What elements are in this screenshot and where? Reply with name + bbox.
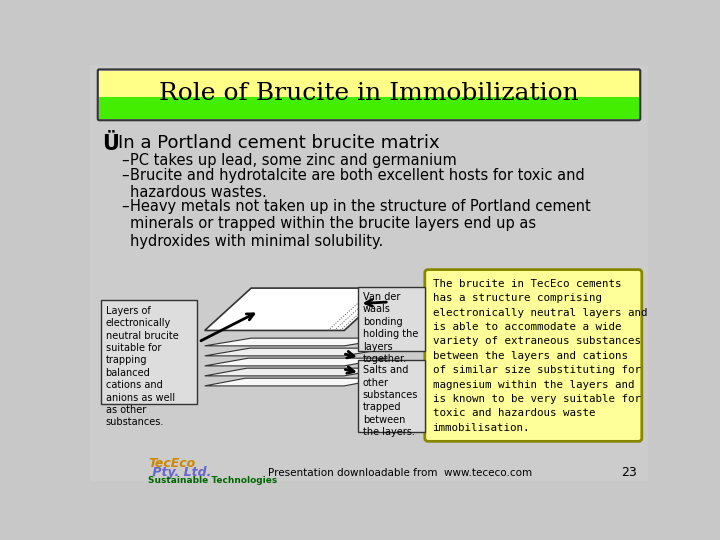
Text: Brucite and hydrotalcite are both excellent hosts for toxic and
hazardous wastes: Brucite and hydrotalcite are both excell…	[130, 168, 585, 200]
Text: Presentation downloadable from  www.tececo.com: Presentation downloadable from www.tecec…	[269, 468, 532, 478]
Text: TecEco: TecEco	[148, 457, 195, 470]
Text: Heavy metals not taken up in the structure of Portland cement
minerals or trappe: Heavy metals not taken up in the structu…	[130, 199, 591, 248]
Text: Ü: Ü	[102, 134, 120, 154]
Text: PC takes up lead, some zinc and germanium: PC takes up lead, some zinc and germaniu…	[130, 153, 457, 167]
Text: Role of Brucite in Immobilization: Role of Brucite in Immobilization	[159, 82, 579, 105]
Polygon shape	[204, 288, 391, 330]
Polygon shape	[204, 358, 388, 366]
Text: In a Portland cement brucite matrix: In a Portland cement brucite matrix	[118, 134, 439, 152]
FancyBboxPatch shape	[87, 62, 651, 484]
Text: –: –	[121, 199, 129, 214]
Text: Sustainable Technologies: Sustainable Technologies	[148, 476, 277, 485]
FancyBboxPatch shape	[425, 269, 642, 441]
Text: –: –	[121, 168, 129, 183]
Polygon shape	[204, 338, 391, 346]
Polygon shape	[204, 368, 387, 376]
Text: Salts and
other
substances
trapped
between
the layers.: Salts and other substances trapped betwe…	[363, 365, 418, 437]
FancyBboxPatch shape	[101, 300, 197, 403]
Text: Layers of
electronically
neutral brucite
suitable for
trapping
balanced
cations : Layers of electronically neutral brucite…	[106, 306, 179, 428]
FancyBboxPatch shape	[358, 287, 425, 351]
Text: Van der
waals
bonding
holding the
layers
together.: Van der waals bonding holding the layers…	[363, 292, 418, 364]
FancyBboxPatch shape	[99, 71, 639, 97]
FancyBboxPatch shape	[358, 360, 425, 432]
Text: –: –	[121, 153, 129, 167]
Text: 23: 23	[621, 467, 637, 480]
Polygon shape	[204, 348, 390, 356]
Text: The brucite in TecEco cements
has a structure comprising
electronically neutral : The brucite in TecEco cements has a stru…	[433, 279, 647, 433]
Polygon shape	[204, 378, 385, 386]
Text: Pty. Ltd.: Pty. Ltd.	[148, 465, 212, 478]
FancyBboxPatch shape	[99, 97, 639, 119]
